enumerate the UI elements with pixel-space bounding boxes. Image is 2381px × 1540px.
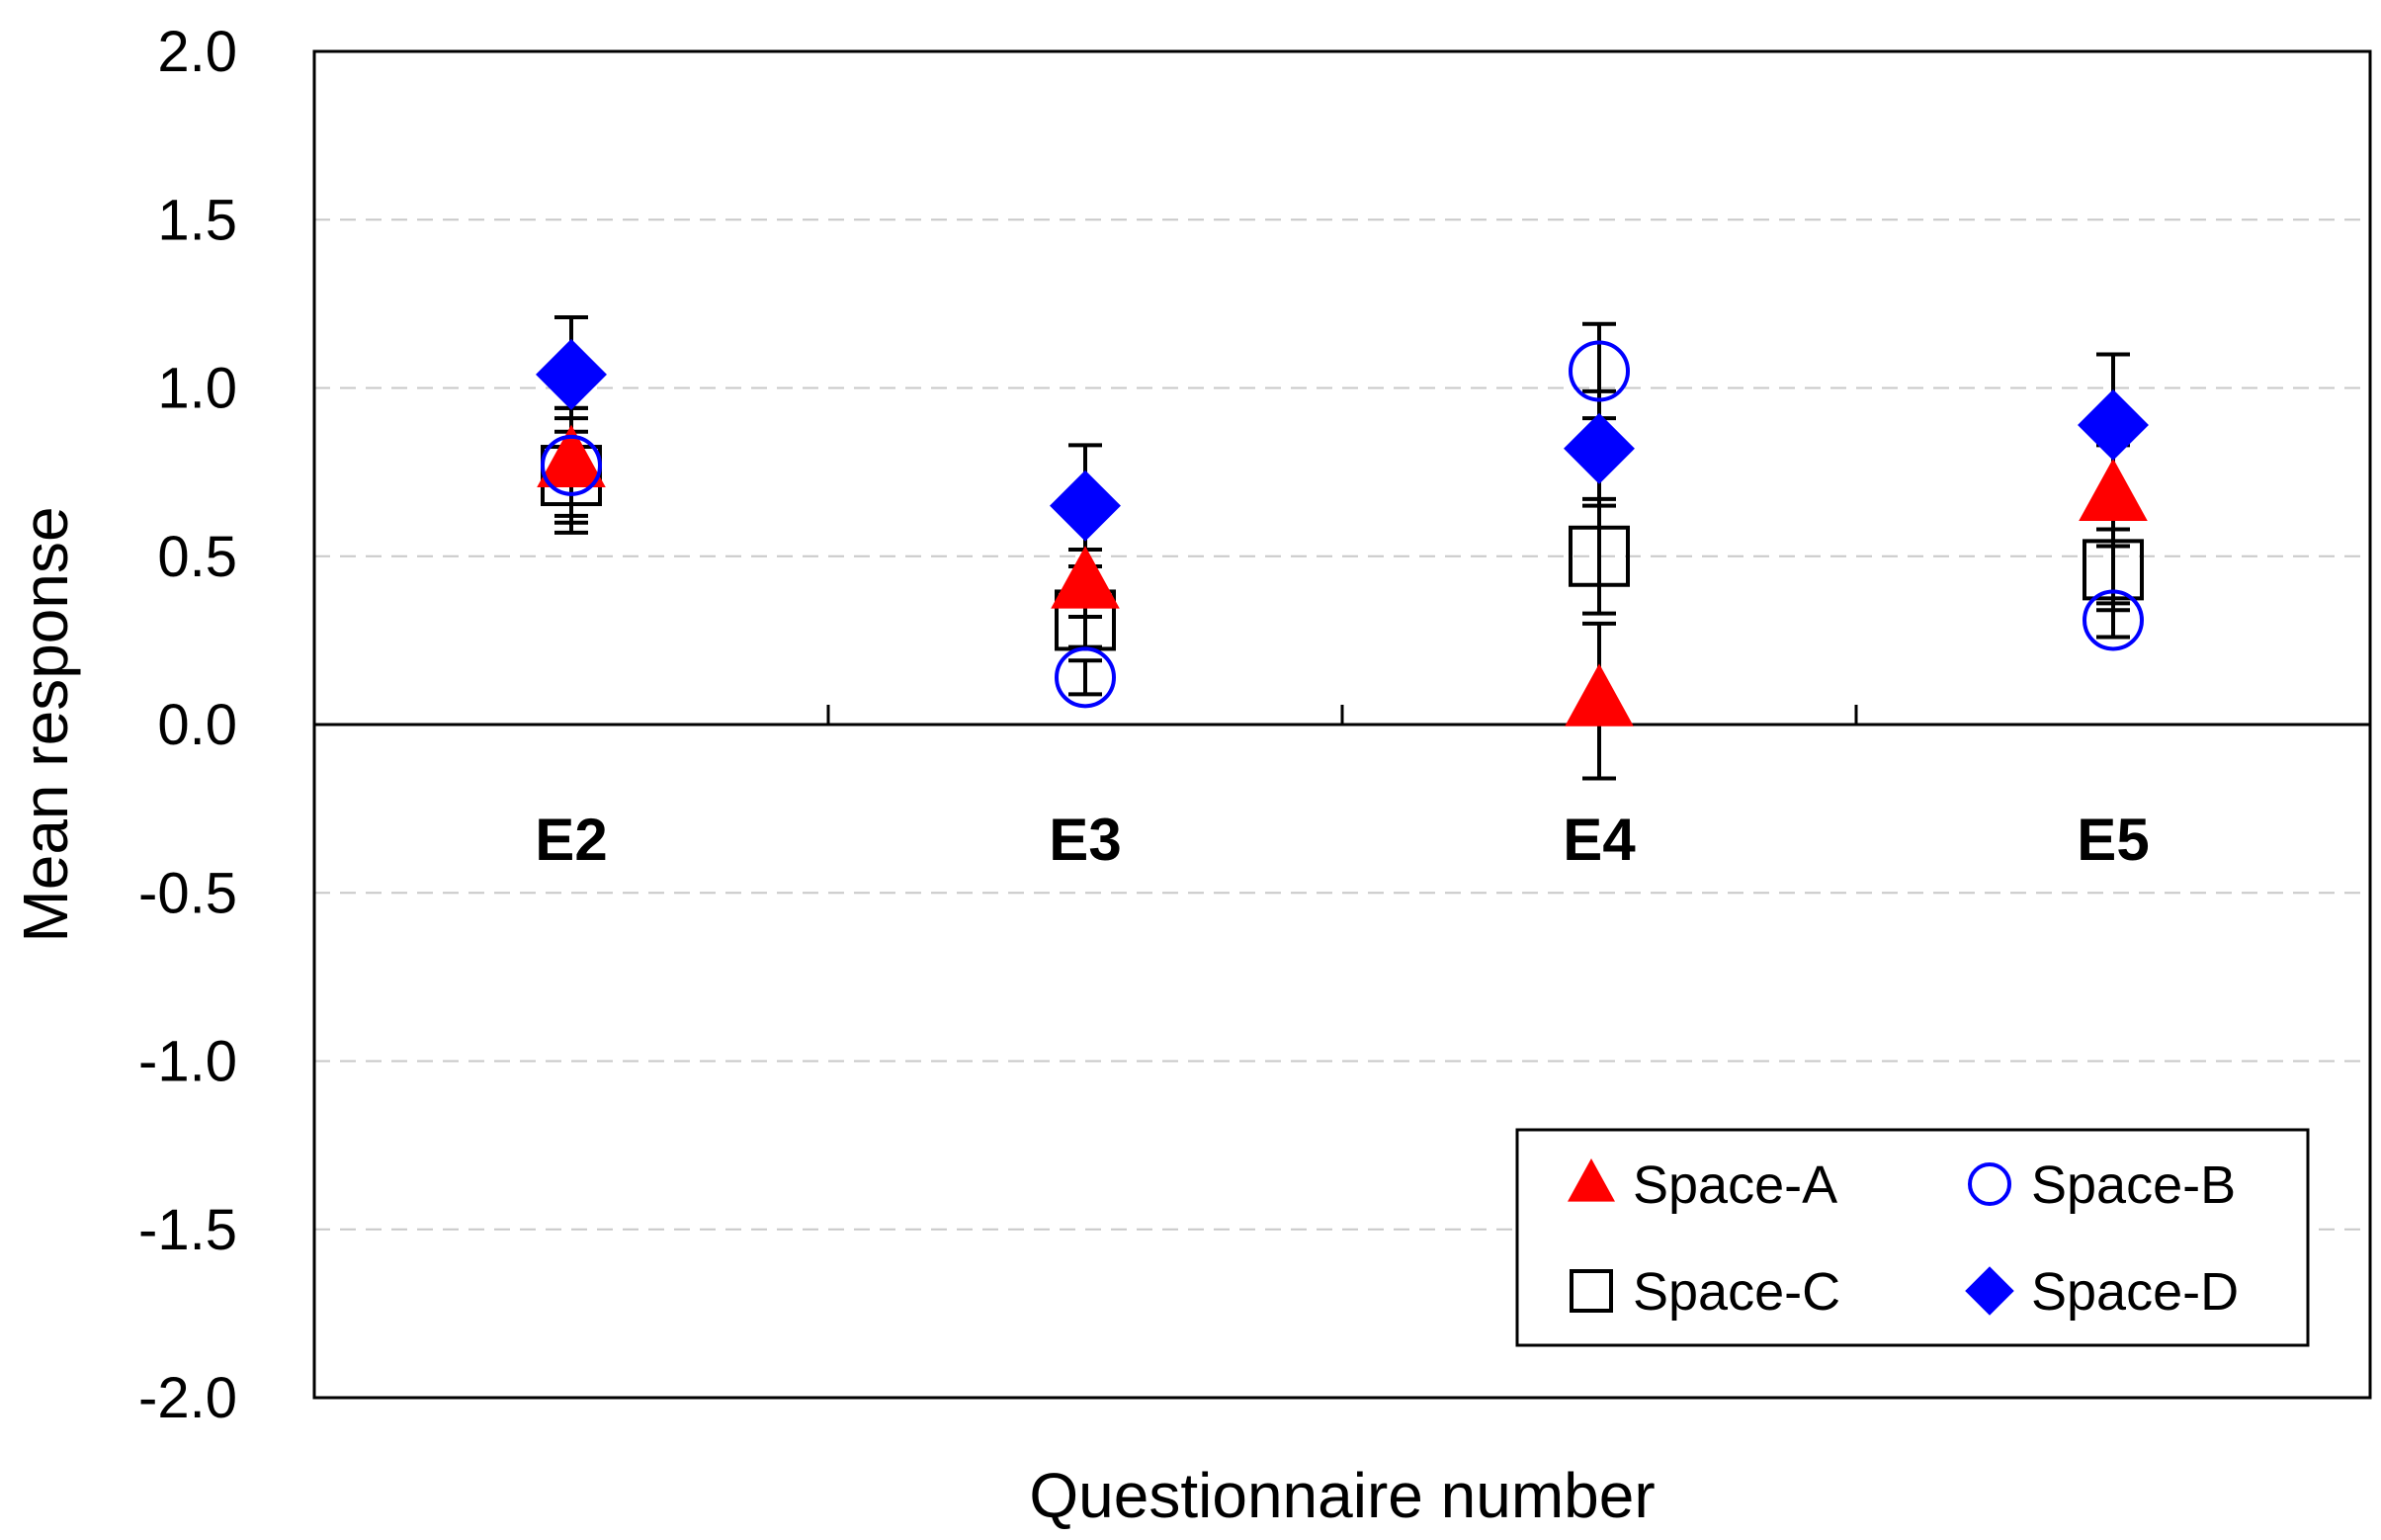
y-tick-label: 2.0	[157, 20, 237, 84]
y-tick-label: -2.0	[138, 1366, 237, 1430]
diamond-marker	[1564, 412, 1635, 484]
diamond-marker	[1965, 1266, 2014, 1316]
category-label: E2	[535, 807, 607, 873]
legend: Space-A Space-B Space-C Space-D	[1515, 1128, 2310, 1347]
triangle-marker	[1565, 663, 1634, 727]
legend-label: Space-B	[2031, 1155, 2236, 1215]
legend-label: Space-A	[1633, 1155, 1837, 1215]
diamond-marker	[2078, 388, 2149, 461]
legend-label: Space-D	[2031, 1262, 2239, 1322]
y-tick-label: 1.5	[157, 188, 237, 252]
triangle-marker	[1051, 546, 1120, 609]
square-marker	[2083, 539, 2144, 601]
circle-marker	[1055, 646, 1116, 709]
axis-layer: 2.0 1.5 1.0 0.5 0.0 -0.5 -1.0 -1.5 -2.0 E2 E3 E4 E5	[138, 20, 2370, 1430]
y-tick-label: 0.0	[157, 693, 237, 757]
y-tick-label: -0.5	[138, 861, 237, 925]
circle-marker	[1968, 1162, 2011, 1206]
y-tick-label: -1.5	[138, 1198, 237, 1262]
x-axis-title: Questionnaire number	[1029, 1460, 1655, 1531]
category-label: E3	[1049, 807, 1121, 873]
triangle-marker	[1568, 1157, 1615, 1202]
triangle-marker	[2079, 458, 2148, 522]
circle-marker	[541, 434, 602, 496]
y-axis-title: Mean response	[10, 506, 81, 942]
diamond-marker	[1050, 470, 1121, 542]
y-tick-label: 1.0	[157, 357, 237, 421]
circle-marker	[2083, 589, 2144, 651]
y-tick-label: -1.0	[138, 1030, 237, 1094]
marker-layer	[536, 338, 2149, 727]
circle-marker	[1569, 340, 1630, 402]
category-label: E5	[2077, 807, 2149, 873]
square-marker	[1569, 525, 1630, 587]
category-label: E4	[1563, 807, 1636, 873]
grid-layer	[314, 218, 2370, 1231]
diamond-marker	[536, 338, 607, 410]
legend-box	[1515, 1128, 2310, 1347]
square-marker	[1570, 1269, 1613, 1313]
legend-label: Space-C	[1633, 1262, 1840, 1322]
triangle-marker	[537, 424, 606, 487]
y-tick-label: 0.5	[157, 525, 237, 589]
